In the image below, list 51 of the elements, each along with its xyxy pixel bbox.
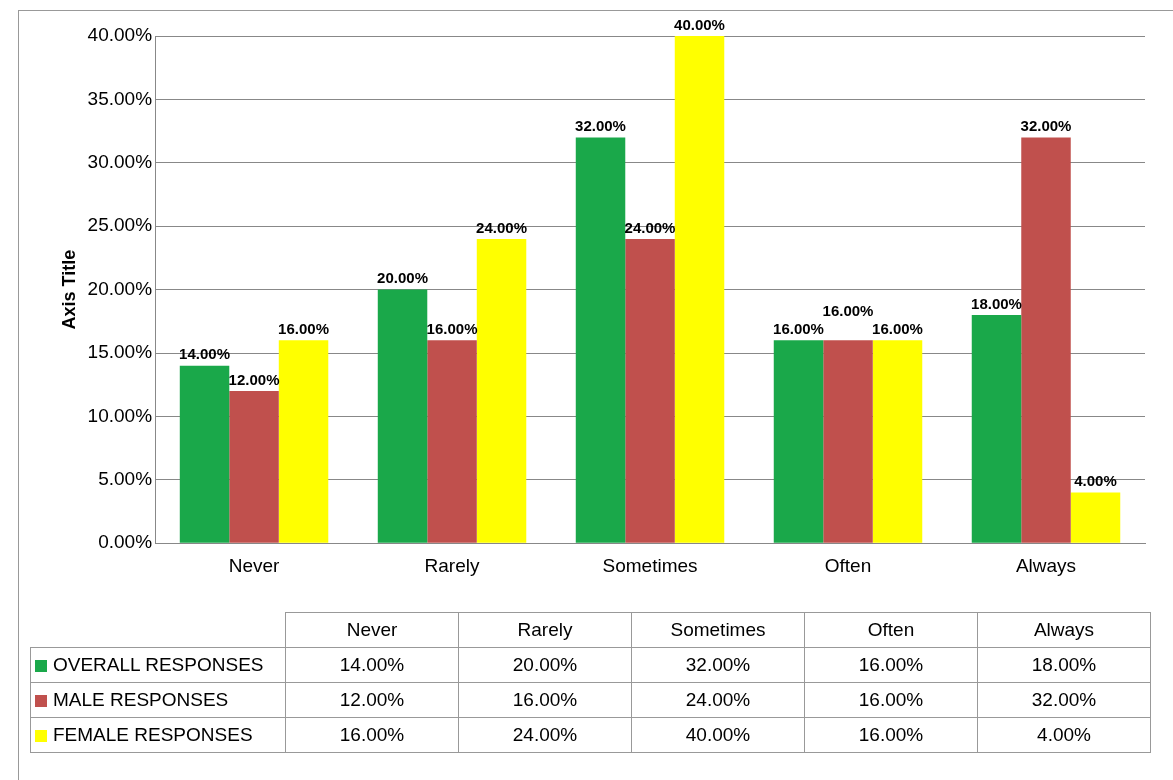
text: 16.00%: [512, 689, 578, 710]
y-tick-label: 15.00%: [87, 341, 153, 363]
data-label: 16.00%: [822, 301, 874, 319]
category-label: Often: [867, 619, 915, 640]
x-tick-label: Never: [228, 554, 281, 576]
text: 20.00%: [512, 654, 578, 675]
category-label: Never: [346, 619, 398, 640]
x-tick-label: Always: [1015, 554, 1077, 576]
data-label: 14.00%: [179, 345, 230, 363]
y-tick-label: 0.00%: [98, 531, 153, 553]
data-label: 16.00%: [278, 319, 329, 337]
y-tick-label: 35.00%: [87, 87, 153, 109]
legend-label: OVERALL RESPONSES: [30, 647, 286, 683]
text: 14.00%: [339, 654, 405, 675]
data-label: 20.00%: [377, 269, 428, 287]
text: 16.00%: [858, 689, 924, 710]
data-label: 16.00%: [872, 319, 923, 337]
text: 32.00%: [685, 654, 751, 675]
data-label: 4.00%: [1074, 472, 1117, 490]
text: 24.00%: [685, 689, 751, 710]
text: 24.00%: [512, 724, 578, 745]
y-axis-title: Axis Title: [58, 249, 79, 330]
data-label: 24.00%: [624, 218, 676, 236]
text: 18.00%: [1031, 654, 1097, 675]
legend-label: MALE RESPONSES: [30, 682, 286, 718]
data-label: 18.00%: [971, 294, 1022, 312]
text: 16.00%: [858, 654, 924, 675]
text: 16.00%: [339, 724, 405, 745]
text: 32.00%: [1031, 689, 1097, 710]
x-tick-label: Often: [824, 554, 872, 576]
y-tick-label: 25.00%: [87, 214, 153, 236]
text: 4.00%: [1037, 724, 1091, 745]
x-tick-label: Rarely: [424, 554, 480, 576]
data-label: 24.00%: [476, 218, 527, 236]
category-label: Always: [1033, 619, 1095, 640]
y-tick-label: 20.00%: [87, 277, 153, 299]
y-tick-label: 30.00%: [87, 151, 153, 173]
y-tick-label: 40.00%: [87, 24, 153, 46]
text: 12.00%: [339, 689, 405, 710]
y-tick-label: 5.00%: [98, 468, 153, 490]
category-label: Rarely: [517, 619, 573, 640]
data-label: 32.00%: [575, 117, 626, 135]
text: 16.00%: [858, 724, 924, 745]
x-tick-label: Sometimes: [602, 554, 698, 576]
category-label: Sometimes: [670, 619, 766, 640]
legend-label: FEMALE RESPONSES: [30, 717, 286, 753]
data-label: 16.00%: [773, 319, 824, 337]
data-label: 40.00%: [674, 15, 725, 33]
text: 40.00%: [685, 724, 751, 745]
data-label: 32.00%: [1020, 117, 1072, 135]
y-tick-label: 10.00%: [87, 404, 153, 426]
